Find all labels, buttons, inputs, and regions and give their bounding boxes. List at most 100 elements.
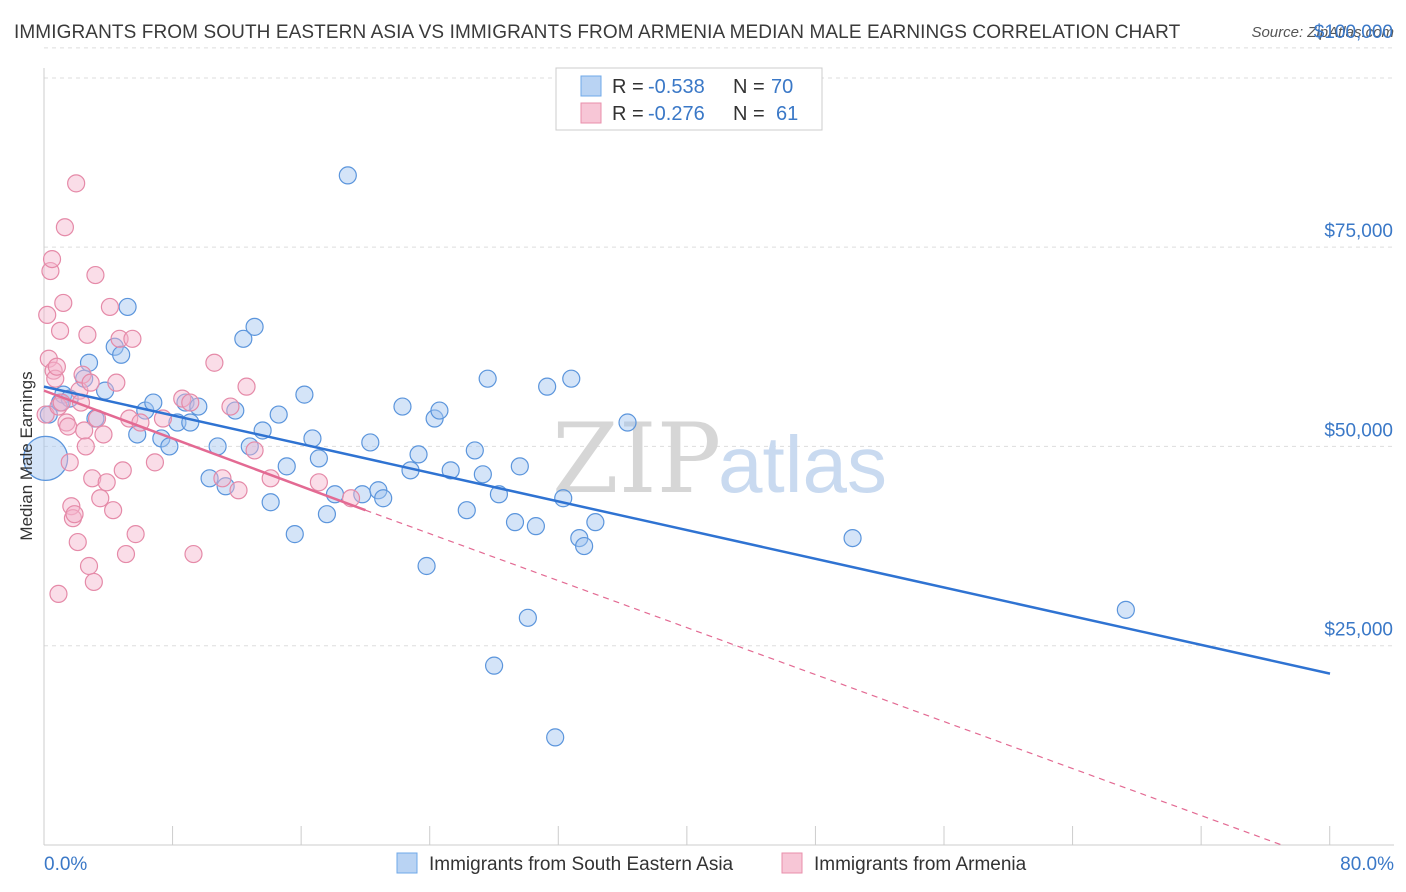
south-eastern-asia-point — [441, 461, 460, 480]
armenia-point — [116, 544, 136, 564]
south-eastern-asia-point — [562, 369, 581, 388]
south-eastern-asia-point — [526, 517, 545, 536]
series-legend-label-south-eastern-asia: Immigrants from South Eastern Asia — [429, 854, 734, 875]
y-tick-labels: $25,000 $50,000 $75,000 $100,000 — [1314, 22, 1393, 641]
armenia-point — [42, 250, 62, 269]
watermark: ZIP atlas — [552, 403, 887, 515]
armenia-point — [47, 357, 66, 376]
south-eastern-asia-point — [112, 345, 131, 364]
series-legend: Immigrants from South Eastern Asia Immig… — [396, 852, 1027, 875]
south-eastern-asia-point — [245, 317, 264, 336]
armenia-point — [145, 453, 165, 472]
armenia-point — [49, 584, 68, 604]
y-tick-label: $100,000 — [1314, 22, 1393, 43]
south-eastern-asia-point — [538, 377, 557, 396]
armenia-point — [81, 373, 100, 392]
armenia-point — [75, 421, 94, 440]
south-eastern-asia-point — [586, 513, 605, 532]
armenia-point — [76, 437, 95, 456]
south-eastern-asia-point — [393, 397, 412, 416]
source-credit: Source: ZipAtlas.com — [1251, 24, 1394, 41]
south-eastern-asia-point — [181, 413, 200, 432]
armenia-point — [91, 489, 110, 508]
y-tick-label: $25,000 — [1324, 620, 1393, 641]
armenia-point — [84, 572, 103, 592]
stats-legend: R = -0.538 N = 70 R = -0.276 N = 61 — [555, 67, 823, 131]
armenia-point — [54, 293, 73, 313]
south-eastern-asia-point — [473, 465, 492, 484]
armenia-point — [94, 425, 113, 444]
armenia-point — [123, 329, 142, 348]
south-eastern-asia-point — [457, 501, 476, 520]
armenia-point — [309, 473, 328, 492]
south-eastern-asia-point — [269, 405, 288, 424]
south-eastern-asia-point — [505, 513, 525, 532]
south-eastern-asia-point — [261, 493, 280, 512]
armenia-point — [55, 218, 74, 237]
legend-n-label-0: N = — [733, 76, 765, 98]
south-eastern-asia-point — [309, 449, 328, 468]
armenia-point — [59, 417, 78, 436]
armenia-point — [110, 329, 129, 348]
series-south-eastern-asia-points — [23, 166, 1135, 747]
chart-title: IMMIGRANTS FROM SOUTH EASTERN ASIA VS IM… — [14, 22, 1181, 43]
south-eastern-asia-point — [285, 525, 304, 544]
armenia-point — [126, 525, 145, 544]
south-eastern-asia-point — [1116, 600, 1135, 619]
armenia-point — [79, 556, 99, 576]
legend-r-value-0: -0.538 — [648, 76, 705, 98]
axes — [43, 68, 1394, 846]
south-eastern-asia-point — [575, 536, 594, 556]
armenia-point — [78, 325, 97, 344]
legend-swatch-armenia — [580, 102, 602, 124]
south-eastern-asia-point — [295, 385, 314, 404]
armenia-point — [38, 305, 57, 324]
armenia-point — [113, 461, 132, 480]
x-axis-ticks — [43, 826, 1331, 845]
series-legend-label-armenia: Immigrants from Armenia — [814, 854, 1027, 875]
legend-r-value-1: -0.276 — [648, 103, 705, 125]
south-eastern-asia-point — [510, 457, 529, 476]
legend-swatch-south-eastern-asia — [580, 75, 602, 97]
y-tick-label: $75,000 — [1324, 221, 1393, 242]
armenia-point — [68, 532, 87, 552]
armenia-point — [97, 473, 116, 492]
trend-line-armenia — [43, 389, 366, 512]
armenia-point — [205, 353, 224, 372]
armenia-point — [245, 441, 264, 460]
south-eastern-asia-point — [118, 297, 137, 317]
south-eastern-asia-point — [465, 441, 484, 460]
armenia-point — [104, 501, 123, 520]
armenia-point — [184, 544, 203, 564]
armenia-point — [221, 397, 240, 416]
armenia-point — [237, 377, 256, 396]
y-tick-label: $50,000 — [1324, 420, 1393, 441]
series-armenia-points — [36, 174, 361, 604]
armenia-point — [107, 373, 126, 392]
south-eastern-asia-point — [518, 608, 537, 627]
south-eastern-asia-point — [200, 469, 219, 488]
south-eastern-asia-point — [478, 369, 497, 388]
x-tick-label-min: 0.0% — [44, 854, 87, 875]
trend-line-south-eastern-asia — [43, 385, 1331, 675]
armenia-point — [181, 393, 200, 412]
south-eastern-asia-point — [546, 728, 565, 747]
armenia-point — [100, 297, 120, 317]
south-eastern-asia-point — [234, 329, 253, 348]
armenia-point — [86, 265, 105, 285]
x-tick-label-max: 80.0% — [1340, 854, 1394, 875]
legend-r-label-1: R = — [612, 103, 644, 125]
trend-lines — [43, 385, 1331, 846]
south-eastern-asia-point — [843, 528, 862, 548]
series-legend-swatch-armenia — [781, 852, 803, 874]
armenia-point — [83, 469, 102, 488]
y-axis-label: Median Male Earnings — [17, 371, 36, 540]
south-eastern-asia-point — [361, 433, 380, 452]
south-eastern-asia-point — [338, 166, 357, 185]
south-eastern-asia-point — [23, 435, 69, 481]
south-eastern-asia-point — [374, 489, 393, 508]
armenia-point — [60, 453, 79, 472]
legend-n-label-1: N = — [733, 103, 765, 125]
armenia-point — [213, 469, 232, 488]
